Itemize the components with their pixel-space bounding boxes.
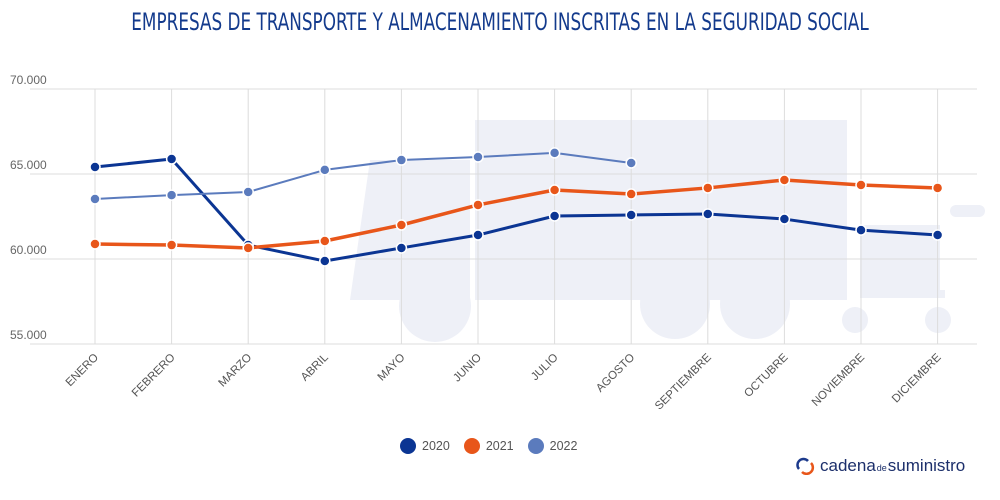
data-point-2021 — [855, 179, 867, 191]
data-point-2021 — [319, 235, 331, 247]
data-point-2021 — [625, 188, 637, 200]
data-point-2022 — [625, 157, 637, 169]
data-point-2021 — [395, 219, 408, 231]
series-line-2022 — [94, 151, 632, 200]
y-tick-label: 60.000 — [10, 243, 47, 257]
legend-dot-icon — [527, 438, 544, 454]
y-tick-label: 70.000 — [10, 73, 47, 87]
data-point-2022 — [472, 151, 484, 163]
data-point-2020 — [89, 161, 101, 173]
data-point-2022 — [165, 189, 178, 201]
x-tick-label: MAYO — [376, 352, 408, 384]
x-tick-label: MARZO — [216, 352, 254, 390]
x-tick-label: NOVIEMBRE — [810, 351, 868, 409]
brand-logo: cadena de suministro — [795, 456, 965, 476]
data-point-2022 — [89, 193, 101, 205]
data-point-2020 — [395, 242, 408, 254]
data-point-2020 — [855, 224, 867, 236]
legend-label: 2021 — [485, 439, 514, 453]
legend-label: 2020 — [422, 439, 450, 453]
data-point-2020 — [319, 255, 331, 267]
x-tick-label: ENERO — [64, 352, 101, 389]
chart-title: EMPRESAS DE TRANSPORTE Y ALMACENAMIENTO … — [131, 8, 869, 36]
data-point-2022 — [242, 186, 254, 198]
data-point-2020 — [931, 229, 944, 241]
data-point-2021 — [472, 199, 484, 211]
legend: 2020 2021 2022 — [400, 438, 583, 454]
y-tick-label: 65.000 — [10, 158, 47, 172]
logo-text: cadena — [820, 456, 876, 475]
data-point-2021 — [165, 239, 178, 251]
data-point-2020 — [548, 210, 561, 222]
x-axis: ENERO FEBRERO MARZO ABRIL MAYO JUNIO JULIO AGOS… — [64, 351, 944, 412]
data-point-2020 — [702, 208, 714, 220]
data-point-2021 — [242, 242, 254, 254]
series-group — [89, 147, 944, 267]
x-tick-label: JUNIO — [451, 352, 484, 385]
data-point-2022 — [395, 154, 408, 166]
data-point-2022 — [319, 164, 331, 176]
logo-text: de — [876, 463, 887, 473]
data-point-2021 — [548, 184, 561, 196]
legend-dot-icon — [400, 438, 416, 454]
x-tick-label: SEPTIEMBRE — [653, 351, 714, 412]
series-line-2021 — [94, 178, 938, 250]
data-point-2020 — [472, 229, 484, 241]
data-point-2021 — [931, 182, 944, 194]
data-point-2021 — [778, 174, 791, 186]
legend-dot-icon — [463, 438, 480, 454]
x-tick-label: FEBRERO — [130, 352, 178, 400]
y-tick-label: 55.000 — [10, 328, 47, 342]
data-point-2020 — [778, 213, 791, 225]
background-truck-watermark — [350, 120, 985, 342]
legend-item-2021[interactable]: 2021 — [463, 438, 514, 454]
x-tick-label: JULIO — [529, 352, 561, 384]
logo-arrows-icon — [796, 457, 815, 475]
x-tick-label: OCTUBRE — [742, 351, 790, 399]
grid — [30, 88, 977, 345]
legend-item-2020[interactable]: 2020 — [400, 438, 450, 454]
data-point-2022 — [548, 147, 561, 159]
data-point-2020 — [625, 209, 637, 221]
series-line-2020 — [94, 157, 938, 263]
data-point-2020 — [165, 153, 178, 165]
x-tick-label: ABRIL — [299, 351, 331, 383]
legend-item-2022[interactable]: 2022 — [527, 438, 578, 454]
legend-label: 2022 — [549, 439, 578, 453]
data-point-2021 — [89, 238, 101, 250]
x-tick-label: AGOSTO — [594, 352, 637, 395]
x-tick-label: DICIEMBRE — [890, 351, 944, 405]
logo-text: suministro — [887, 456, 966, 475]
data-point-2021 — [702, 182, 714, 194]
y-axis: 55.000 60.000 65.000 70.000 — [10, 73, 47, 342]
